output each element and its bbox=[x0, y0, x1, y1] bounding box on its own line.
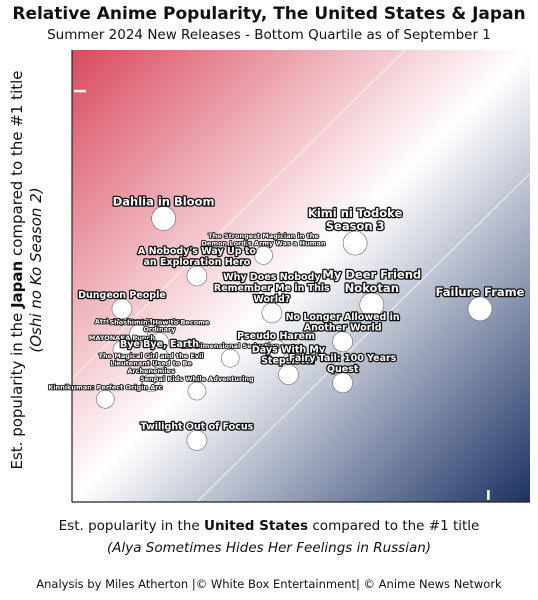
data-points bbox=[96, 206, 493, 451]
x-axis-label: Est. popularity in the United States com… bbox=[58, 518, 480, 534]
data-label: Failure Frame bbox=[436, 285, 525, 299]
data-point bbox=[342, 230, 368, 256]
data-point bbox=[141, 373, 161, 393]
data-label: Kinnikuman: Perfect Origin Arc bbox=[48, 383, 162, 391]
data-point bbox=[220, 348, 240, 368]
data-label: A Nobody's Way Up to an Exploration Hero bbox=[138, 246, 256, 268]
diagonal-guides bbox=[71, 49, 531, 503]
data-point bbox=[186, 265, 208, 287]
data-label: Dahlia in Bloom bbox=[113, 194, 215, 208]
data-point bbox=[96, 389, 115, 409]
data-label: 2.5 Dimensional Seduction bbox=[181, 342, 279, 350]
data-point bbox=[261, 302, 283, 324]
diagonal-guide-1 bbox=[71, 49, 406, 380]
axes bbox=[71, 50, 530, 503]
data-point bbox=[149, 347, 170, 369]
data-label: Twilight Out of Focus bbox=[141, 421, 254, 432]
footer-credits: Analysis by Miles Atherton |© White Box … bbox=[36, 577, 502, 591]
data-point bbox=[187, 381, 207, 401]
data-point bbox=[467, 296, 493, 322]
data-label: Pseudo Harem bbox=[237, 331, 315, 342]
data-point bbox=[112, 340, 132, 360]
data-point bbox=[359, 292, 385, 318]
data-label: My Deer Friend Nokotan bbox=[322, 268, 421, 295]
chart-subtitle: Summer 2024 New Releases - Bottom Quarti… bbox=[47, 27, 491, 43]
chart-title: Relative Anime Popularity, The United St… bbox=[12, 4, 526, 24]
data-point bbox=[332, 372, 353, 394]
data-label: Dungeon People bbox=[78, 290, 166, 301]
data-label: Days With My Stepsister bbox=[252, 345, 326, 367]
data-point bbox=[278, 364, 299, 385]
data-point bbox=[265, 339, 287, 361]
data-label: Atri -My Dear Moments- bbox=[95, 318, 183, 326]
data-label: The Strongest Magician in the Demon Lord'… bbox=[202, 232, 326, 247]
data-point bbox=[151, 206, 176, 231]
data-label: Senpai Kids While Adventuring bbox=[140, 375, 254, 383]
data-label: Fairy Tail: 100 Years Quest bbox=[289, 353, 397, 375]
data-point bbox=[332, 331, 353, 353]
data-label: No Longer Allowed in Another World bbox=[286, 312, 400, 334]
data-label: Why Does Nobody Remember Me in This World? bbox=[214, 272, 330, 305]
data-label: Bye Bye, Earth bbox=[120, 339, 199, 350]
data-point bbox=[129, 324, 148, 343]
diagonal-guide-0 bbox=[71, 49, 531, 503]
data-label: Kimi ni Todoke Season 3 bbox=[308, 206, 403, 233]
data-label: MAYONAKA Punch bbox=[89, 334, 156, 342]
data-point bbox=[254, 246, 273, 265]
data-label: The Magical Girl and the Evil Lieutenant … bbox=[99, 352, 204, 375]
diagonal-guide-2 bbox=[196, 172, 531, 503]
x-axis-reference: (Alya Sometimes Hides Her Feelings in Ru… bbox=[106, 540, 432, 556]
data-point bbox=[111, 298, 133, 320]
data-label: Shoshimin: How to Become Ordinary bbox=[109, 318, 209, 333]
data-point bbox=[186, 430, 208, 451]
